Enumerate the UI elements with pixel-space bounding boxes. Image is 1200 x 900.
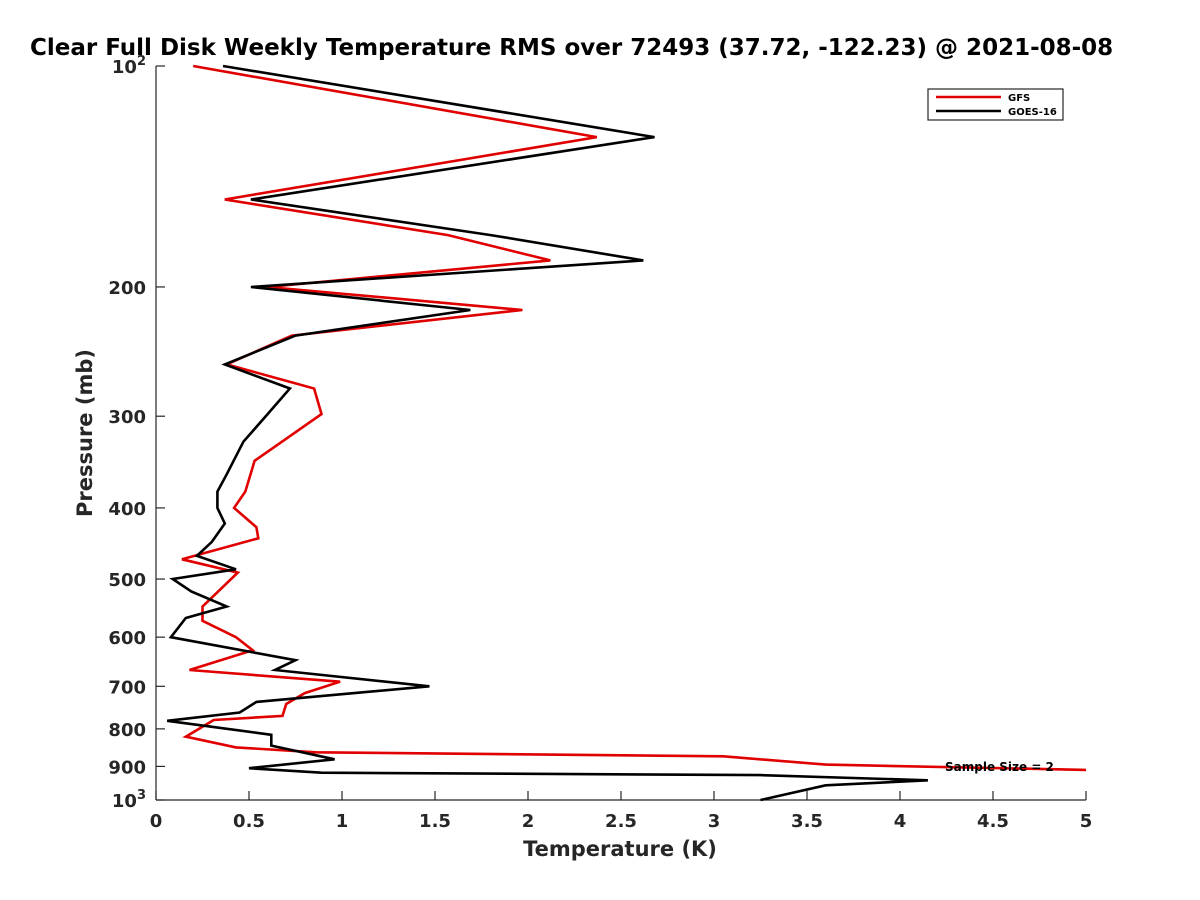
y-ticks: 102 200 300 400 500 600 700 800 900 103	[108, 54, 165, 812]
x-tick-label: 0	[150, 811, 163, 832]
legend: GFS GOES-16	[927, 88, 1064, 121]
x-tick-label: 4	[894, 811, 907, 832]
series-layer	[167, 64, 1087, 802]
legend-label: GFS	[1008, 93, 1030, 104]
y-tick-label: 600	[108, 628, 146, 649]
x-tick-label: 1	[336, 811, 349, 832]
x-tick-label: 0.5	[233, 811, 265, 832]
legend-box	[927, 88, 1064, 121]
x-tick-label: 2	[522, 811, 535, 832]
y-tick-label: 400	[108, 499, 146, 520]
chart-title: Clear Full Disk Weekly Temperature RMS o…	[30, 35, 1113, 61]
y-tick-label: 300	[108, 407, 146, 428]
x-ticks: 0 0.5 1 1.5 2 2.5 3 3.5 4 4.5 5	[150, 791, 1093, 832]
x-tick-label: 5	[1080, 811, 1093, 832]
y-tick-label: 700	[108, 677, 146, 698]
sample-size-annotation: Sample Size = 2	[945, 760, 1054, 774]
y-tick-label: 102	[112, 54, 146, 78]
y-tick-label: 200	[108, 278, 146, 299]
x-tick-label: 4.5	[977, 811, 1009, 832]
x-tick-label: 3.5	[791, 811, 823, 832]
series-line-goes-16	[167, 64, 928, 802]
series-line-gfs	[181, 64, 1087, 772]
legend-label: GOES-16	[1008, 107, 1057, 118]
x-tick-label: 1.5	[419, 811, 451, 832]
y-tick-label: 900	[108, 757, 146, 778]
y-tick-label: 800	[108, 720, 146, 741]
y-tick-label: 500	[108, 570, 146, 591]
x-axis-label: Temperature (K)	[523, 837, 717, 861]
x-tick-label: 3	[708, 811, 721, 832]
y-axis-label: Pressure (mb)	[73, 349, 97, 517]
x-tick-label: 2.5	[605, 811, 637, 832]
y-tick-label: 103	[112, 788, 146, 812]
